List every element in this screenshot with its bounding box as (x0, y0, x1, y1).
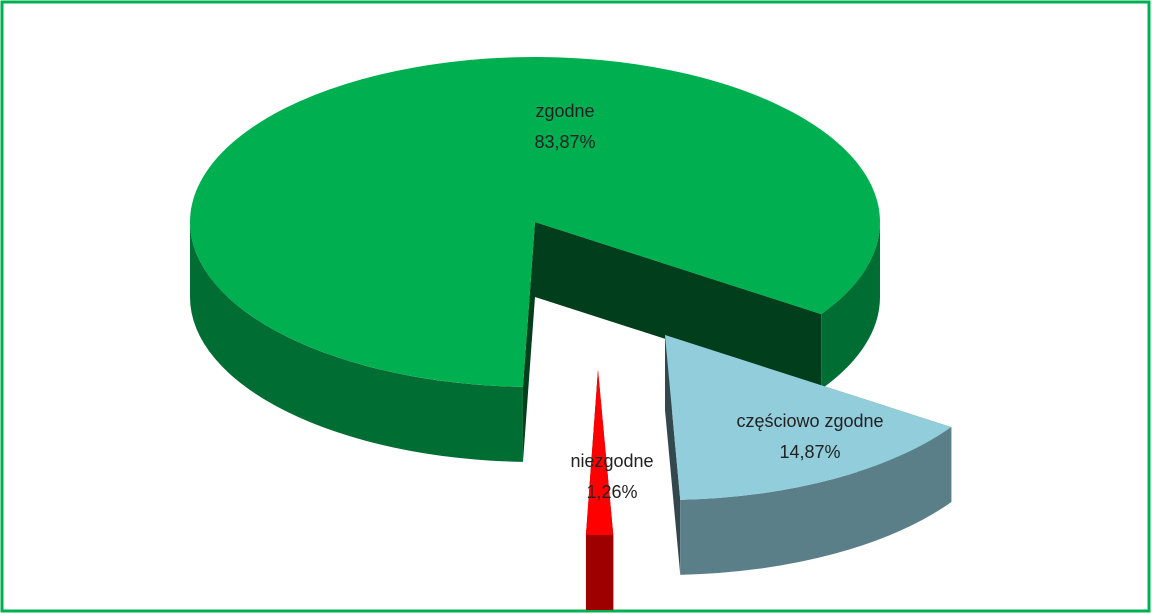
slice-cut-face (665, 335, 681, 575)
slice-top (189, 56, 880, 387)
slice-label: niezgodne (570, 451, 653, 471)
value-label: 14,87% (779, 442, 840, 462)
slice-wall (190, 222, 523, 462)
slice-cut-face (535, 222, 822, 390)
slice (585, 370, 614, 610)
slice-wall (821, 222, 880, 390)
labels: zgodne 83,87% częściowo zgodne 14,87% niezgo… (534, 101, 883, 502)
slice-top (585, 370, 614, 535)
slice-wall (585, 534, 614, 610)
value-label: 1,26% (586, 482, 637, 502)
slice (189, 56, 880, 462)
slice-top (665, 335, 952, 500)
value-label: 83,87% (534, 132, 595, 152)
slice-wall (680, 427, 952, 575)
pie (189, 56, 952, 610)
slice (665, 335, 952, 575)
slice-label: zgodne (535, 101, 594, 121)
slice-label: częściowo zgodne (736, 411, 883, 431)
slice-cut-face (522, 222, 535, 462)
